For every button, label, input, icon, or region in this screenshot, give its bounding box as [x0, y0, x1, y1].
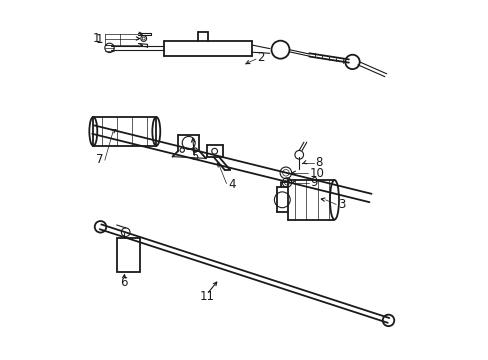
Text: 2: 2 [257, 51, 264, 64]
Text: 1: 1 [96, 33, 103, 46]
Text: 10: 10 [309, 167, 324, 180]
Text: 5: 5 [191, 150, 198, 163]
Text: 8: 8 [314, 156, 322, 169]
Text: 9: 9 [309, 176, 317, 189]
Bar [117, 238, 140, 272]
Text: 3: 3 [337, 198, 345, 211]
Text: 1: 1 [93, 32, 101, 45]
Text: 4: 4 [228, 178, 235, 191]
Bar [93, 117, 156, 146]
Text: 6: 6 [120, 276, 127, 289]
Text: 7: 7 [96, 153, 103, 166]
Text: 11: 11 [199, 291, 214, 303]
